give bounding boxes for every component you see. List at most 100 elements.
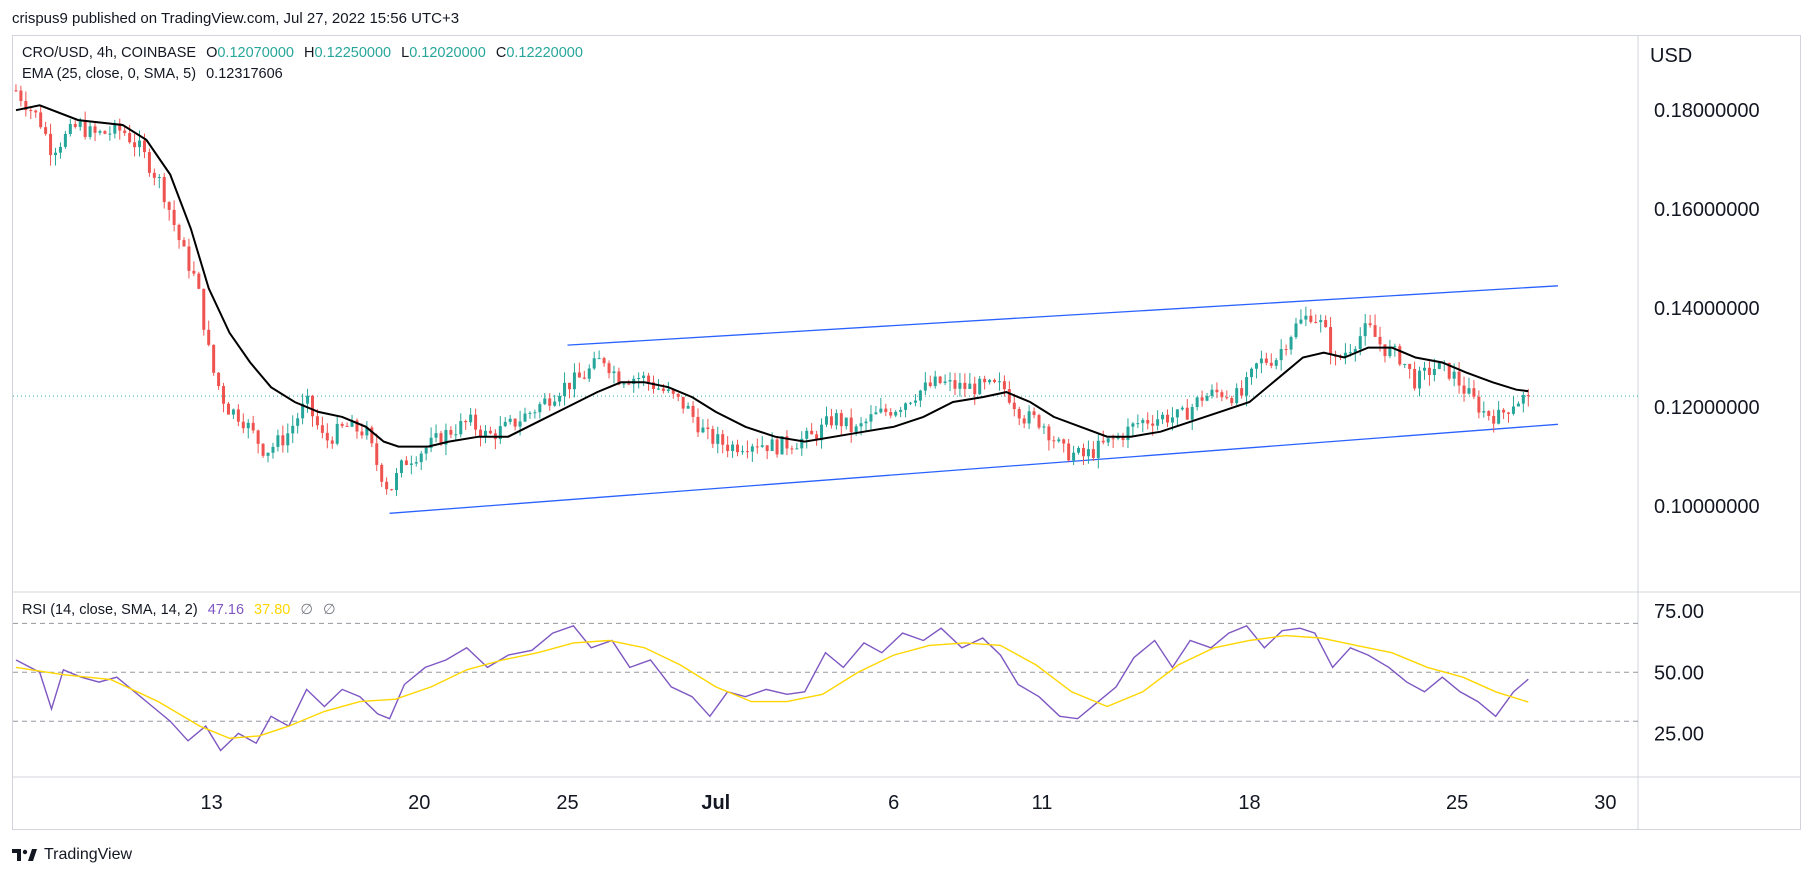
symbol-label: CRO/USD, 4h, COINBASE [22, 45, 197, 61]
rsi-label: RSI (14, close, SMA, 14, 2) [22, 602, 198, 618]
candle-body [1383, 344, 1387, 357]
candle-body [1220, 392, 1224, 398]
candle-body [563, 382, 567, 396]
candle-body [933, 376, 937, 386]
candle-body [58, 146, 62, 153]
candle-body [815, 434, 819, 441]
price-tick-label: 0.18000000 [1654, 100, 1760, 122]
rsi-legend[interactable]: RSI (14, close, SMA, 14, 2) 47.16 37.80 … [22, 602, 342, 618]
candle-body [1452, 371, 1456, 379]
candle-body [1279, 349, 1283, 361]
candle-body [14, 90, 18, 92]
ohlc-high: H0.12250000 [304, 45, 392, 61]
candle-body [928, 382, 932, 386]
candle-body [365, 427, 369, 436]
candle-body [1072, 452, 1076, 461]
candle-body [577, 372, 581, 378]
channel-lower-line [389, 423, 1558, 514]
candle-body [1467, 388, 1471, 394]
candle-body [1304, 315, 1308, 320]
candle-body [261, 443, 265, 456]
candle-body [1289, 337, 1293, 350]
candle-body [538, 404, 542, 413]
candle-body [19, 90, 23, 102]
price-tick-label: 0.16000000 [1654, 199, 1760, 221]
candle-body [1007, 389, 1011, 403]
candle-body [622, 383, 626, 385]
candle-body [419, 453, 423, 463]
candle-body [567, 382, 571, 390]
candle-body [355, 420, 359, 432]
time-tick-label: 11 [1032, 792, 1053, 814]
candle-body [1250, 368, 1254, 378]
candle-body [1437, 363, 1441, 369]
time-tick-label: Jul [701, 792, 730, 814]
candle-body [142, 140, 146, 153]
candle-body [1106, 438, 1110, 443]
candle-body [286, 433, 290, 446]
candle-body [370, 427, 374, 444]
candle-body [1017, 409, 1021, 419]
candle-body [429, 437, 433, 448]
symbol-legend[interactable]: CRO/USD, 4h, COINBASE O0.12070000 H0.122… [22, 45, 589, 61]
footer-brand[interactable]: TradingView [12, 846, 132, 864]
candle-body [1472, 388, 1476, 397]
chart-frame [12, 35, 1801, 830]
candle-body [464, 421, 468, 423]
time-tick-label: 18 [1238, 792, 1260, 814]
candle-body [1447, 362, 1451, 379]
candle-body [1096, 440, 1100, 458]
candle-body [1259, 358, 1263, 364]
candle-body [834, 413, 838, 426]
candle-body [721, 434, 725, 445]
candle-body [913, 400, 917, 403]
candle-body [54, 152, 58, 156]
candle-body [246, 422, 250, 429]
candle-body [691, 405, 695, 417]
candle-body [256, 430, 260, 444]
candle-body [1462, 385, 1466, 394]
candle-body [1146, 419, 1150, 424]
candle-body [1284, 349, 1288, 351]
candle-body [454, 434, 458, 436]
candle-body [1205, 395, 1209, 401]
candle-body [1081, 447, 1085, 457]
candle-body [404, 460, 408, 465]
candle-body [222, 386, 226, 404]
candle-body [884, 408, 888, 413]
candle-body [661, 388, 665, 391]
candle-body [1477, 396, 1481, 413]
time-tick-label: 30 [1594, 792, 1616, 814]
candle-body [889, 412, 893, 416]
candle-body [1086, 449, 1090, 457]
candle-body [676, 393, 680, 397]
candle-body [736, 444, 740, 453]
candle-body [1175, 409, 1179, 418]
candle-body [1413, 368, 1417, 389]
candle-body [844, 417, 848, 427]
candle-body [439, 433, 443, 445]
candle-body [1408, 363, 1412, 369]
candle-body [1343, 352, 1347, 358]
ema-line [15, 104, 1529, 448]
candle-body [1240, 388, 1244, 396]
candle-body [296, 418, 300, 426]
candle-body [1398, 346, 1402, 365]
candle-body [1057, 439, 1061, 442]
candle-body [978, 378, 982, 395]
candle-body [177, 224, 181, 241]
candle-body [212, 344, 216, 373]
candle-body [469, 414, 473, 423]
candle-body [88, 126, 92, 137]
candle-body [1022, 418, 1026, 424]
rsi-ma-line [15, 634, 1529, 740]
candle-body [1027, 411, 1031, 424]
candle-body [1368, 323, 1372, 326]
candle-body [49, 133, 53, 156]
candle-body [1121, 436, 1125, 441]
candle-body [217, 372, 221, 387]
ema-value: 0.12317606 [206, 66, 283, 82]
candle-body [1032, 411, 1036, 416]
ema-legend[interactable]: EMA (25, close, 0, SMA, 5) 0.12317606 [22, 66, 289, 82]
